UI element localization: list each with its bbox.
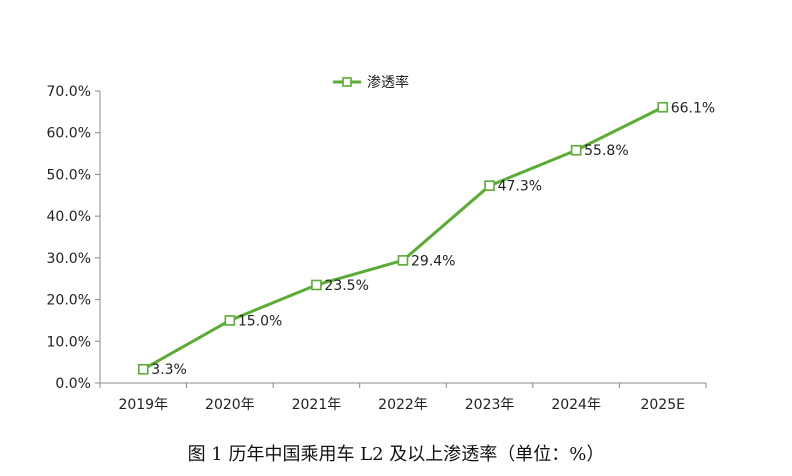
- data-point: [311, 279, 322, 291]
- data-point: [484, 180, 495, 191]
- y-tick-label: 0.0%: [55, 376, 91, 392]
- x-tick-label: 2019年: [118, 397, 168, 413]
- x-tick-label: 2021年: [292, 397, 342, 413]
- legend-marker: [342, 77, 352, 87]
- x-tick-label: 2025E: [640, 397, 684, 413]
- data-label: 55.8%: [584, 143, 628, 159]
- y-tick-label: 10.0%: [47, 334, 91, 350]
- data-label: 29.4%: [411, 253, 455, 269]
- y-tick-label: 20.0%: [47, 293, 91, 309]
- data-point: [570, 144, 582, 156]
- y-tick-label: 60.0%: [47, 126, 91, 142]
- data-point: [397, 255, 409, 266]
- x-axis: 2019年 2020年 2021年 2022年 2023年 2024年 2025E: [99, 382, 707, 413]
- data-label: 23.5%: [324, 278, 368, 294]
- x-tick-label: 2020年: [205, 397, 255, 413]
- x-tick-label: 2022年: [378, 397, 428, 413]
- y-tick-label: 70.0%: [47, 84, 91, 100]
- y-tick-label: 40.0%: [47, 209, 91, 225]
- legend: 渗透率: [333, 74, 409, 91]
- series-group: 3.3% 15.0% 23.5% 29.4% 47.3% 55.8% 66.1%: [137, 100, 715, 378]
- data-point: [137, 363, 149, 375]
- data-label: 66.1%: [671, 100, 715, 116]
- y-axis: 0.0% 10.0% 20.0% 30.0% 40.0% 50.0% 60.0% 70.0%: [47, 84, 101, 392]
- data-point: [224, 315, 236, 326]
- x-tick-label: 2023年: [465, 397, 515, 413]
- data-point: [657, 101, 669, 113]
- legend-label: 渗透率: [367, 74, 409, 91]
- y-tick-label: 30.0%: [47, 251, 91, 267]
- y-tick-label: 50.0%: [47, 167, 91, 183]
- data-label: 15.0%: [238, 313, 282, 329]
- x-tick-label: 2024年: [551, 397, 601, 413]
- figure-caption: 图 1 历年中国乘用车 L2 及以上渗透率（单位：%）: [187, 444, 605, 465]
- data-label: 47.3%: [498, 179, 542, 195]
- data-label: 3.3%: [151, 362, 187, 378]
